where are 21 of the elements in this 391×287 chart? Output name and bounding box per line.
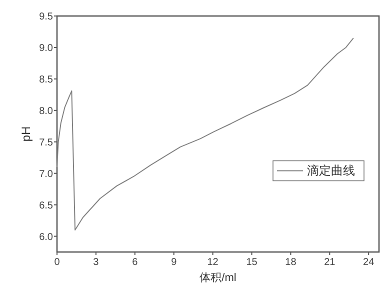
y-tick-label: 9.5: [39, 12, 54, 22]
y-tick-label: 7.5: [39, 137, 54, 148]
y-tick-label: 9.0: [39, 42, 54, 54]
y-tick-label: 8.5: [39, 74, 54, 86]
x-tick-label: 6: [132, 257, 138, 268]
y-axis-title: pH: [19, 126, 33, 142]
x-axis-title: 体积/ml: [200, 272, 236, 284]
x-tick-label: 21: [324, 257, 336, 268]
y-tick-label: 6.5: [39, 200, 54, 212]
y-tick-label: 6.0: [39, 232, 54, 243]
x-tick-label: 0: [54, 257, 60, 268]
x-tick-label: 3: [93, 257, 100, 268]
x-tick-label: 18: [285, 257, 297, 268]
y-tick-label: 7.0: [39, 168, 54, 180]
x-tick-label: 12: [207, 257, 219, 268]
x-tick-label: 9: [171, 257, 178, 268]
y-tick-label: 8.0: [39, 106, 54, 117]
x-tick-label: 15: [246, 257, 258, 268]
x-tick-label: 24: [363, 257, 375, 268]
legend-label: 滴定曲线: [307, 164, 355, 178]
line-series: [56, 38, 354, 230]
